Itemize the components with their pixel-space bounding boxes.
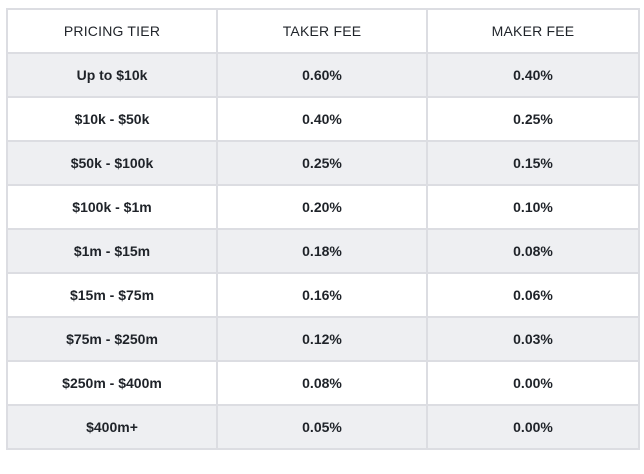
table-row: $15m - $75m 0.16% 0.06% (6, 272, 640, 318)
taker-fee-cell: 0.16% (216, 272, 428, 318)
table-row: $100k - $1m 0.20% 0.10% (6, 184, 640, 230)
header-taker-fee: TAKER FEE (216, 8, 428, 54)
header-maker-fee: MAKER FEE (426, 8, 640, 54)
header-row: PRICING TIER TAKER FEE MAKER FEE (6, 8, 640, 54)
tier-cell: $250m - $400m (6, 360, 218, 406)
tier-cell: $1m - $15m (6, 228, 218, 274)
maker-fee-cell: 0.40% (426, 52, 640, 98)
table-row: $400m+ 0.05% 0.00% (6, 404, 640, 450)
tier-cell: Up to $10k (6, 52, 218, 98)
tier-cell: $100k - $1m (6, 184, 218, 230)
maker-fee-cell: 0.03% (426, 316, 640, 362)
tier-cell: $400m+ (6, 404, 218, 450)
fee-table-header: PRICING TIER TAKER FEE MAKER FEE (6, 8, 640, 54)
tier-cell: $15m - $75m (6, 272, 218, 318)
tier-cell: $75m - $250m (6, 316, 218, 362)
tier-cell: $10k - $50k (6, 96, 218, 142)
taker-fee-cell: 0.08% (216, 360, 428, 406)
maker-fee-cell: 0.00% (426, 404, 640, 450)
tier-cell: $50k - $100k (6, 140, 218, 186)
maker-fee-cell: 0.10% (426, 184, 640, 230)
taker-fee-cell: 0.25% (216, 140, 428, 186)
maker-fee-cell: 0.15% (426, 140, 640, 186)
table-row: Up to $10k 0.60% 0.40% (6, 52, 640, 98)
taker-fee-cell: 0.40% (216, 96, 428, 142)
taker-fee-cell: 0.60% (216, 52, 428, 98)
table-row: $1m - $15m 0.18% 0.08% (6, 228, 640, 274)
taker-fee-cell: 0.12% (216, 316, 428, 362)
fee-table-body: Up to $10k 0.60% 0.40% $10k - $50k 0.40%… (6, 52, 640, 450)
taker-fee-cell: 0.20% (216, 184, 428, 230)
table-row: $250m - $400m 0.08% 0.00% (6, 360, 640, 406)
maker-fee-cell: 0.25% (426, 96, 640, 142)
table-row: $50k - $100k 0.25% 0.15% (6, 140, 640, 186)
maker-fee-cell: 0.08% (426, 228, 640, 274)
maker-fee-cell: 0.06% (426, 272, 640, 318)
header-pricing-tier: PRICING TIER (6, 8, 218, 54)
table-row: $75m - $250m 0.12% 0.03% (6, 316, 640, 362)
fee-table: PRICING TIER TAKER FEE MAKER FEE Up to $… (6, 8, 640, 450)
table-row: $10k - $50k 0.40% 0.25% (6, 96, 640, 142)
maker-fee-cell: 0.00% (426, 360, 640, 406)
taker-fee-cell: 0.05% (216, 404, 428, 450)
taker-fee-cell: 0.18% (216, 228, 428, 274)
